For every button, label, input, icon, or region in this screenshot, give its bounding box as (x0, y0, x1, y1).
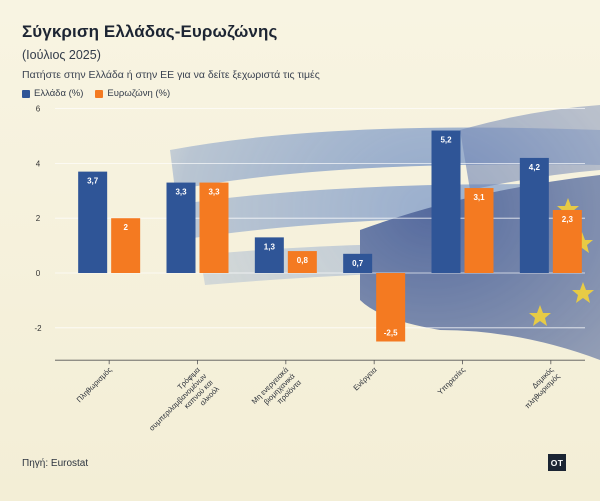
y-tick-label-4: 6 (36, 105, 41, 114)
publisher-logo: OT (548, 454, 566, 471)
data-label-greece-1: 3,3 (175, 188, 187, 197)
data-label-eurozone-0: 2 (123, 223, 128, 232)
data-label-eurozone-2: 0,8 (297, 256, 309, 265)
x-tick-label-3: Ενέργεια (351, 365, 379, 393)
legend-label-greece: Ελλάδα (%) (34, 88, 84, 99)
legend-item-eurozone[interactable]: Ευρωζώνη (%) (95, 88, 170, 99)
data-label-greece-2: 1,3 (264, 242, 276, 251)
bar-eurozone-2[interactable] (287, 251, 317, 273)
bar-eurozone-4[interactable] (464, 188, 494, 273)
bar-greece-3[interactable] (343, 253, 373, 273)
data-label-greece-0: 3,7 (87, 177, 99, 186)
x-tick-label-2: Μη ενεργειακάβιομηχανικάπροϊόντα (250, 365, 304, 419)
data-label-eurozone-1: 3,3 (208, 188, 220, 197)
data-label-greece-3: 0,7 (352, 259, 364, 268)
data-label-greece-5: 4,2 (529, 163, 541, 172)
bar-eurozone-1[interactable] (199, 182, 229, 273)
data-label-greece-4: 5,2 (440, 136, 452, 145)
y-tick-label-1: 0 (36, 269, 41, 278)
x-tick-label-1: Τρόφιμασυμπεριλαμβανομένωνκαπνού καιαλκο… (141, 365, 222, 446)
legend-swatch-greece (22, 89, 30, 98)
bar-eurozone-0[interactable] (111, 218, 141, 273)
x-tick-label-5: Δομικόςπληθωρισμός (517, 365, 562, 410)
data-label-eurozone-5: 2,3 (562, 215, 574, 224)
bar-greece-0[interactable] (78, 171, 108, 273)
data-label-eurozone-3: -2,5 (384, 329, 398, 338)
chart-subtitle: (Ιούλιος 2025) (22, 48, 101, 62)
legend-item-greece[interactable]: Ελλάδα (%) (22, 88, 83, 99)
x-tick-label-0: Πληθωρισμός (75, 365, 114, 404)
chart-header: Σύγκριση Ελλάδας-Ευρωζώνης (Ιούλιος 2025… (22, 22, 582, 99)
bar-greece-1[interactable] (166, 182, 196, 273)
source-note: Πηγή: Eurostat (22, 458, 89, 469)
bar-eurozone-3[interactable] (376, 273, 406, 342)
x-tick-label-4: Υπηρεσίες (436, 365, 468, 397)
legend-swatch-eurozone (95, 89, 104, 98)
y-tick-label-2: 2 (36, 214, 41, 223)
data-label-eurozone-4: 3,1 (473, 193, 485, 202)
legend-label-eurozone: Ευρωζώνη (%) (107, 88, 171, 99)
bar-greece-4[interactable] (431, 130, 461, 273)
bar-greece-2[interactable] (254, 237, 284, 273)
bar-greece-5[interactable] (519, 157, 549, 273)
bar-eurozone-5[interactable] (552, 209, 582, 273)
y-tick-label-3: 4 (36, 159, 41, 168)
chart-title: Σύγκριση Ελλάδας-Ευρωζώνης (22, 22, 278, 41)
y-tick-label-0: -2 (34, 324, 42, 333)
legend: Ελλάδα (%) Ευρωζώνη (%) (22, 88, 582, 99)
instruction-text: Πατήστε στην Ελλάδα ή στην ΕΕ για να δεί… (22, 69, 320, 81)
